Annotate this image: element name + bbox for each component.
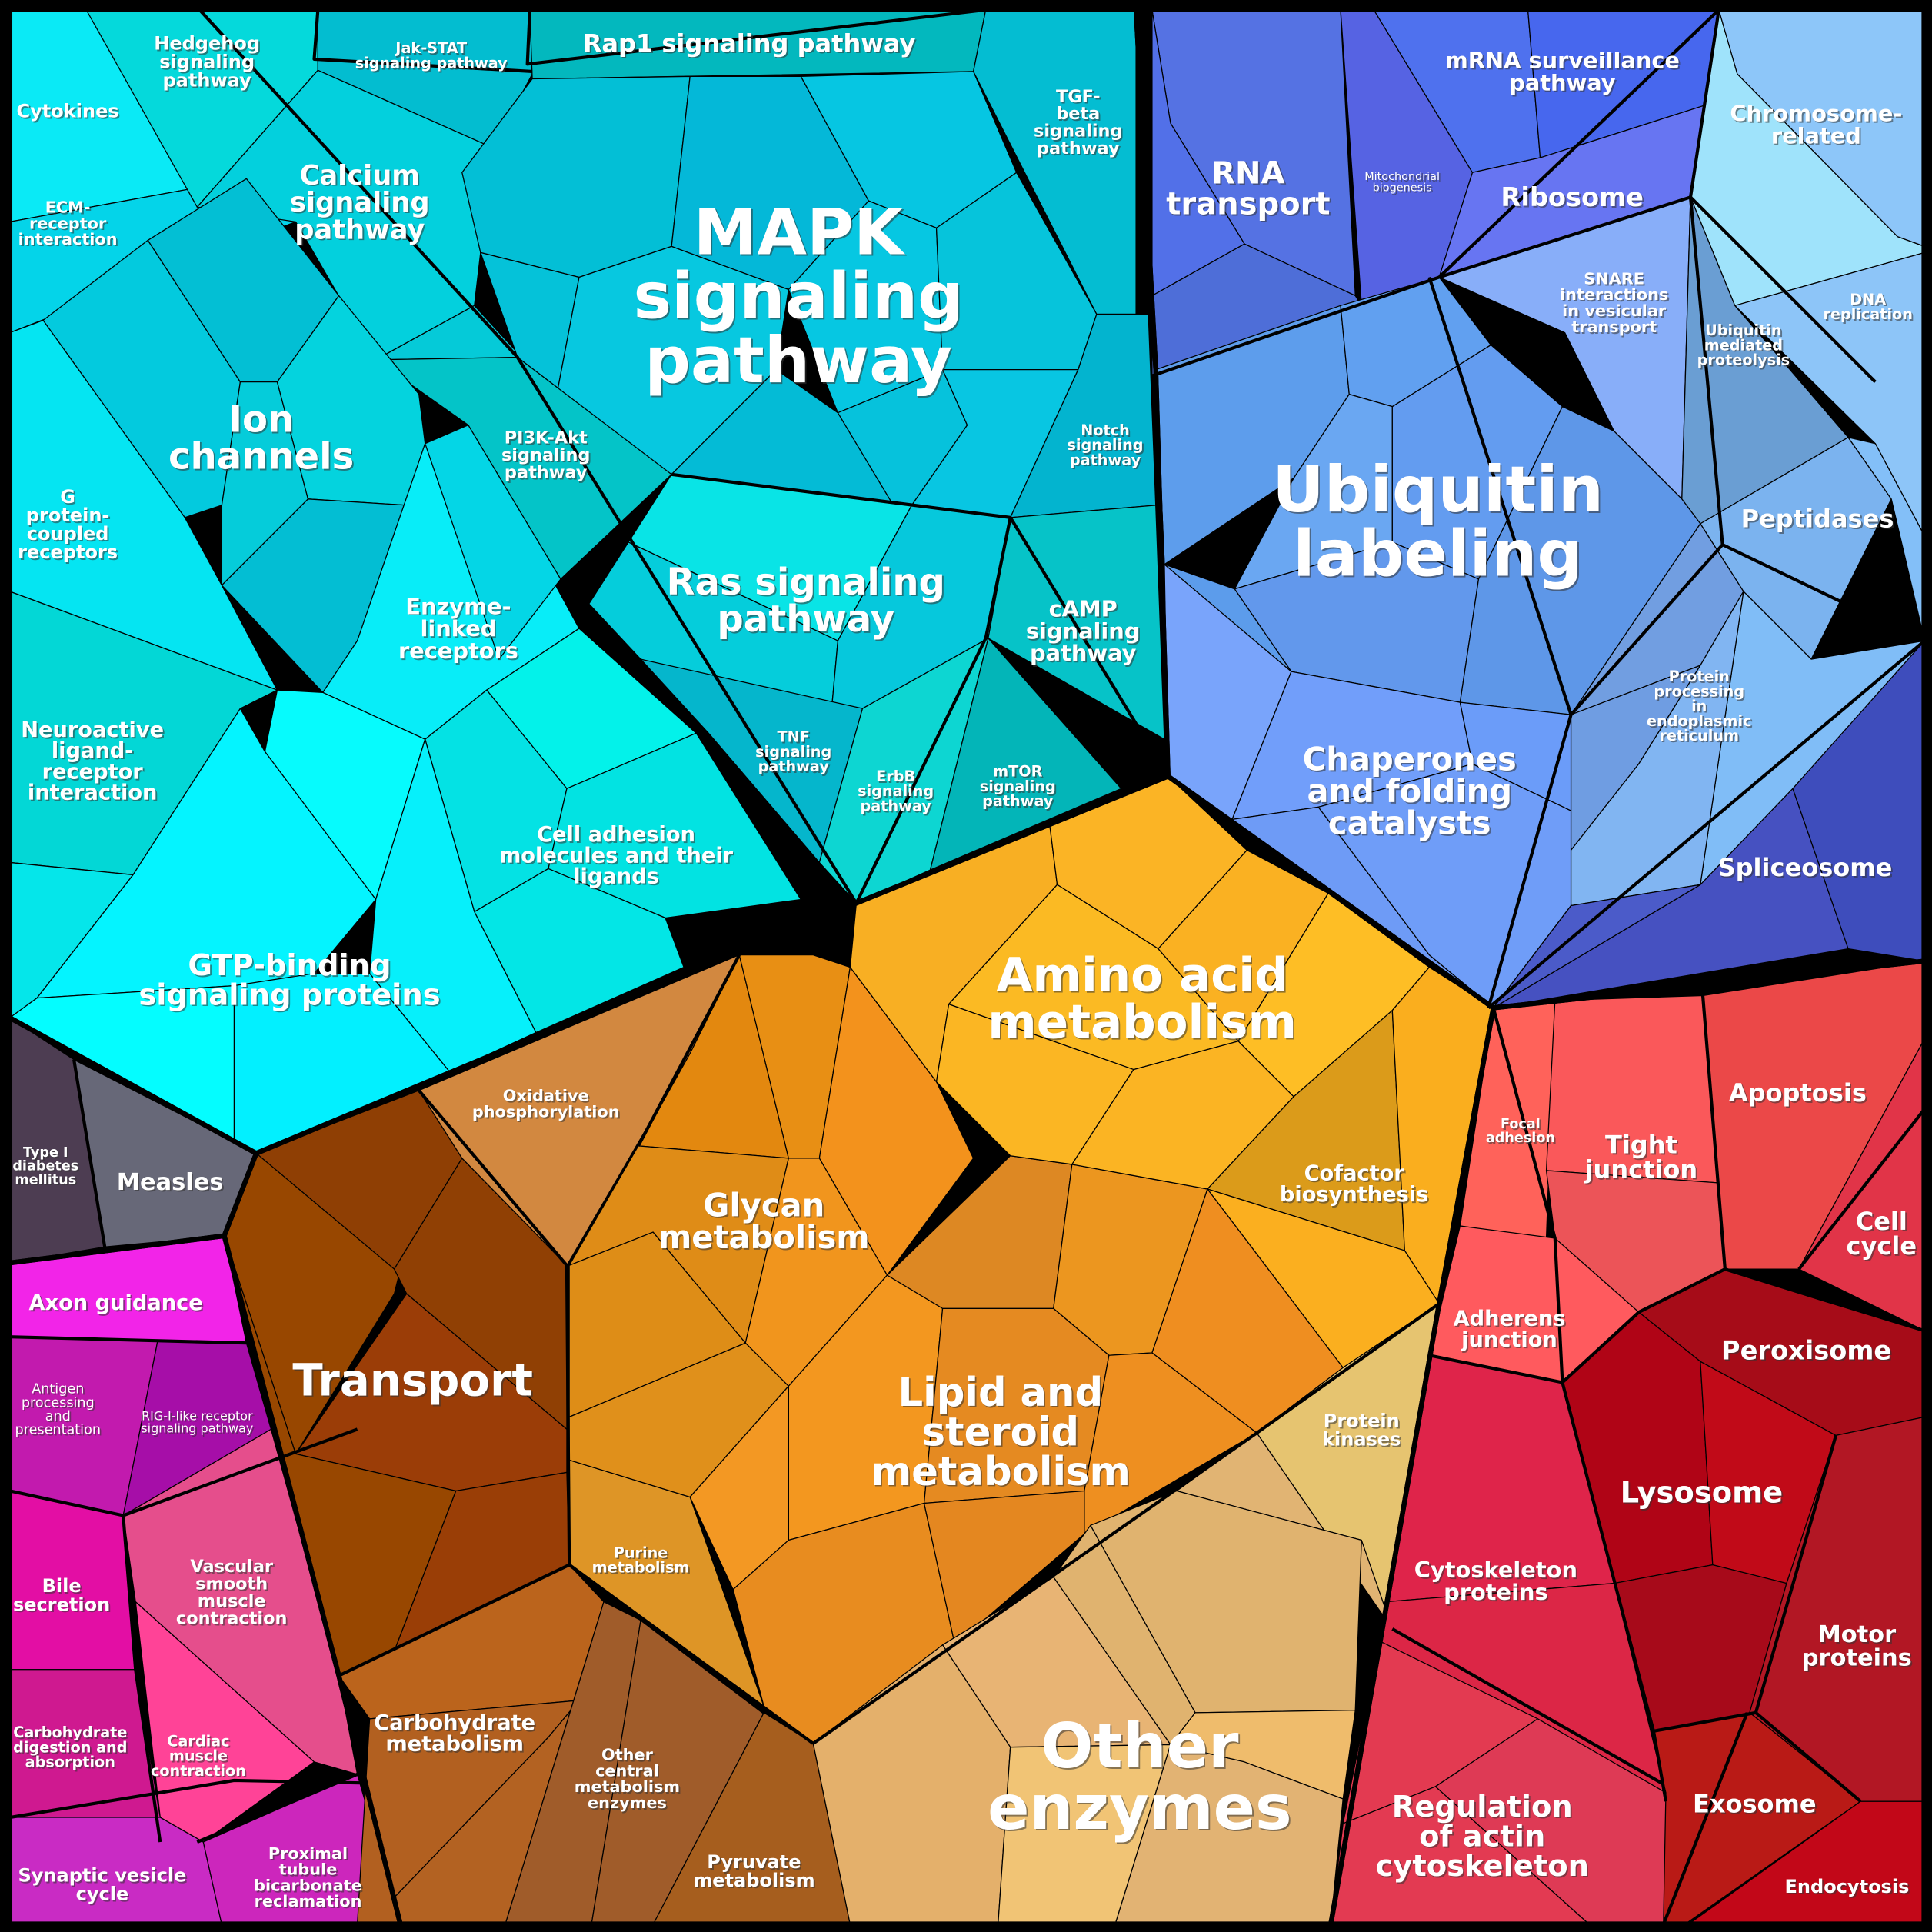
cell-lipid-5[interactable]: [923, 1307, 1110, 1504]
cell-tight-1[interactable]: [1545, 994, 1720, 1184]
cell-carb-dig[interactable]: [9, 1669, 161, 1818]
cell-bile[interactable]: [9, 1490, 136, 1671]
cell-rap1[interactable]: [529, 9, 987, 80]
cells-layer: [9, 9, 1926, 1926]
